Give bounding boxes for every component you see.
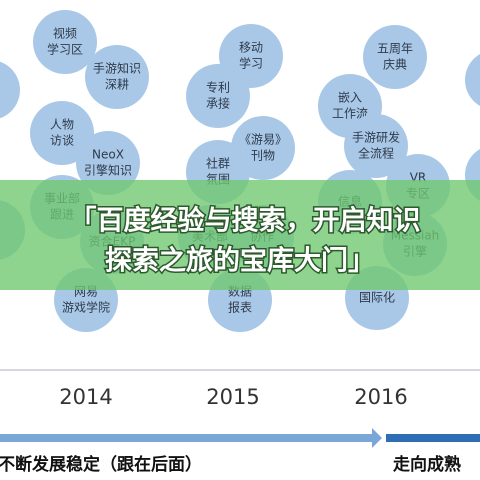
- bubble-label: 视频: [53, 26, 77, 41]
- bubble-partial: [0, 61, 20, 119]
- bubble-label: 嵌入: [338, 91, 362, 105]
- bubble-label: 学习区: [47, 42, 83, 57]
- bubble-label: 游戏学院: [62, 300, 110, 315]
- year: 2016: [354, 385, 407, 409]
- bubble-label: NeoX: [92, 148, 124, 162]
- bubble: [186, 64, 250, 128]
- bubble-label: 刊物: [251, 149, 275, 163]
- bubble-label: 专利: [206, 80, 230, 95]
- bubble-label: 访谈: [50, 134, 74, 148]
- phase-label: 不断发展稳定（跟在后面）: [0, 454, 202, 475]
- bubble-partial: [465, 54, 480, 106]
- phase-bar: [386, 434, 480, 442]
- bubble-label: 全流程: [358, 146, 394, 161]
- bubble-label: 深耕: [105, 77, 129, 92]
- bubble-label: 人物: [50, 118, 74, 132]
- phase-bar: [0, 434, 372, 442]
- bubble: [33, 10, 97, 74]
- phase-label: 走向成熟: [393, 454, 461, 475]
- bubble-label: 移动: [239, 41, 263, 55]
- year: 2014: [59, 385, 112, 409]
- bubble-label: 承接: [206, 96, 230, 111]
- bubble-label: 引擎知识: [84, 163, 132, 178]
- bubble-label: 国际化: [359, 291, 395, 305]
- bubble-label: 报表: [228, 300, 252, 315]
- bubble-label: 工作流: [332, 107, 368, 121]
- bubble-label: 五周年: [377, 42, 413, 56]
- banner: [0, 180, 480, 290]
- bubble-label: 《游易》: [239, 133, 287, 147]
- bubble: [344, 114, 408, 178]
- bubble: [30, 101, 94, 165]
- year: 2015: [206, 385, 259, 409]
- bubble-label: 庆典: [383, 58, 407, 72]
- bubble: [76, 131, 140, 195]
- bubble: [85, 45, 149, 109]
- banner-title: 「百度经验与搜索，开启知识: [70, 205, 421, 237]
- bubble: [363, 25, 427, 89]
- bubble-label: 手游知识: [93, 62, 141, 76]
- bubble-label: 社群: [206, 156, 230, 171]
- phase-arrow: [372, 428, 382, 448]
- bubble-label: 手游研发: [352, 130, 400, 145]
- bubble-label: 学习: [239, 56, 263, 71]
- banner-title: 探索之旅的宝库大门」: [105, 245, 375, 277]
